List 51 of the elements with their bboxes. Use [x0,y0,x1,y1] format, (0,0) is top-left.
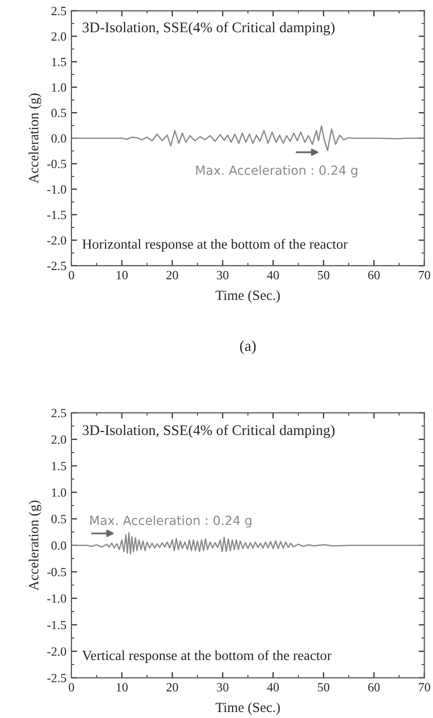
x-tick-label: 30 [217,683,228,692]
text: 3D-Isolation, SSE(4% of Critical damping) [82,22,335,36]
x-tick-label: 40 [267,270,279,280]
line-series [71,125,424,152]
y-axis-title: Acceleration (g) [28,500,42,590]
y-tick-label: 1.5 [52,58,66,66]
y-tick-label: 2.0 [52,435,66,444]
y-tick-label: -2.5 [47,262,66,270]
y-tick-label: 2.5 [52,6,66,16]
y-tick-label: -1.5 [47,620,66,630]
y-tick-label: -0.5 [47,568,66,576]
y-tick-label: 0.5 [51,514,66,524]
x-axis-title: Time (Sec.) [216,702,280,715]
y-axis-title: Acceleration (g) [28,94,42,184]
y-tick-label: 2.5 [52,408,66,418]
annotation: Vertical response at the bottom of the reactor [82,650,332,663]
y-tick-label: 1.0 [52,83,66,92]
y-tick-label: 2.0 [52,32,66,41]
x-tick-label: 50 [318,683,330,692]
y-tick-label: -1.0 [47,594,66,603]
x-tick-label: 70 [418,683,430,692]
annotation: Max. Acceleration : 0.24 g [90,515,252,528]
x-tick-label: 0 [68,270,74,280]
y-tick-label: 1.0 [52,488,66,497]
x-tick-label: 70 [418,270,430,280]
x-tick-label: 10 [116,270,128,280]
text: (a) [240,340,256,354]
x-tick-label: 20 [166,683,178,692]
text: 3D-Isolation, SSE(4% of Critical damping) [82,424,335,438]
y-tick-label: 1.5 [52,462,66,470]
y-tick-label: 0.0 [51,134,66,143]
y-tick-label: -2.0 [47,647,66,656]
x-tick-label: 50 [318,270,330,280]
x-tick-label: 20 [166,270,178,280]
y-tick-label: -1.0 [47,185,66,194]
annotation: Horizontal response at the bottom of the reactor [82,238,348,252]
x-axis-title: Time (Sec.) [216,290,280,303]
x-tick-label: 60 [368,270,380,280]
annotation: Max. Acceleration : 0.24 g [196,165,358,178]
y-tick-label: -1.5 [47,210,66,220]
x-tick-label: 0 [68,683,74,692]
y-tick-label: -0.5 [47,160,66,168]
y-tick-label: 0.0 [51,541,66,550]
line-series [71,532,424,554]
x-tick-label: 60 [368,683,380,692]
x-tick-label: 40 [267,683,279,692]
x-tick-label: 30 [217,270,228,280]
y-tick-label: 0.5 [51,108,66,118]
x-tick-label: 10 [116,683,128,692]
y-tick-label: -2.5 [47,674,66,682]
y-tick-label: -2.0 [47,236,66,245]
